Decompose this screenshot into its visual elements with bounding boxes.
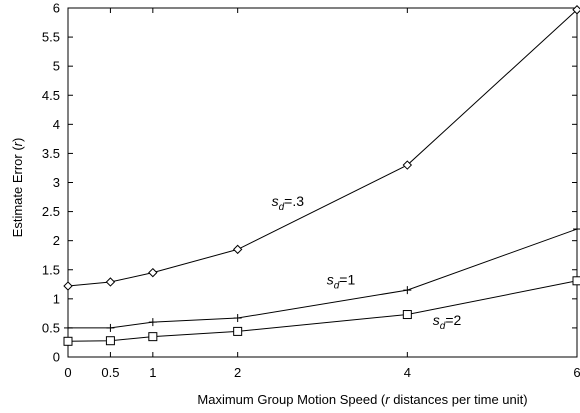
square-marker bbox=[572, 276, 580, 286]
series-label-value: =1 bbox=[339, 271, 355, 287]
series-label-subscript: d bbox=[440, 321, 446, 332]
series-label-subscript: d bbox=[279, 202, 285, 213]
y-tick-label: 0 bbox=[53, 350, 60, 365]
x-tick-label: 0 bbox=[64, 365, 71, 380]
series-sd-1: sd=1 bbox=[64, 225, 580, 332]
y-tick-label: 2.5 bbox=[42, 204, 60, 219]
series-label-value: =2 bbox=[445, 312, 461, 328]
y-tick-label: 6 bbox=[53, 1, 60, 16]
plus-marker bbox=[106, 323, 115, 332]
series-label: sd=1 bbox=[327, 271, 356, 291]
series-line bbox=[67, 9, 578, 287]
diamond-marker bbox=[402, 160, 413, 170]
x-tick-label: 0.5 bbox=[101, 365, 119, 380]
series-label: sd=.3 bbox=[272, 193, 305, 213]
y-axis-label-part: Estimate Error ( bbox=[10, 146, 25, 238]
series-label-value: =.3 bbox=[284, 193, 304, 209]
plus-marker bbox=[64, 323, 72, 332]
series-line bbox=[67, 280, 578, 342]
plot-frame bbox=[67, 7, 578, 358]
series-label-symbol: s bbox=[272, 193, 279, 209]
series-line bbox=[68, 228, 578, 329]
series-label: sd=2 bbox=[433, 312, 462, 332]
plus-marker bbox=[403, 286, 412, 295]
square-marker bbox=[63, 336, 73, 346]
y-tick-label: 0.5 bbox=[42, 320, 60, 335]
y-axis-label: Estimate Error (r) bbox=[10, 138, 25, 238]
y-tick-label: 1.5 bbox=[42, 262, 60, 277]
plus-marker bbox=[573, 225, 580, 234]
plus-marker bbox=[148, 318, 157, 327]
y-tick-label: 5.5 bbox=[42, 30, 60, 45]
square-marker bbox=[105, 336, 115, 346]
diamond-marker bbox=[63, 281, 73, 291]
axis-ticks: 0 0.5 1 1.5 2 2.5 3 3.5 4 4.5 5 5.5 6 0 0.5 1 2 4 6 bbox=[42, 1, 580, 381]
x-tick-label: 2 bbox=[234, 365, 241, 380]
x-tick-label: 4 bbox=[404, 365, 411, 380]
y-tick-label: 2 bbox=[53, 233, 60, 248]
y-tick-label: 3.5 bbox=[42, 146, 60, 161]
y-axis-label-part: ) bbox=[10, 138, 25, 142]
y-tick-label: 4 bbox=[53, 117, 60, 132]
y-tick-label: 3 bbox=[53, 175, 60, 190]
series-sd-2: sd=2 bbox=[63, 276, 580, 346]
diamond-marker bbox=[232, 244, 243, 255]
y-tick-label: 5 bbox=[53, 59, 60, 74]
series-sd-0.3: sd=.3 bbox=[63, 5, 580, 291]
square-marker bbox=[233, 326, 243, 336]
series-label-symbol: s bbox=[433, 312, 440, 328]
series-label-symbol: s bbox=[327, 271, 334, 287]
y-tick-label: 4.5 bbox=[42, 88, 60, 103]
series-group: sd=.3sd=1sd=2 bbox=[63, 5, 580, 346]
diamond-marker bbox=[148, 267, 158, 278]
x-tick-label: 6 bbox=[573, 365, 580, 380]
diamond-marker bbox=[105, 277, 116, 287]
y-tick-label: 1 bbox=[53, 291, 60, 306]
square-marker bbox=[402, 310, 412, 320]
x-axis-label-part: Maximum Group Motion Speed ( bbox=[197, 392, 386, 407]
y-axis-label-part: r bbox=[10, 141, 25, 146]
x-axis-label-part: r bbox=[385, 392, 390, 407]
plus-marker bbox=[233, 314, 242, 323]
x-axis-label-part: distances per time unit) bbox=[390, 392, 528, 407]
x-tick-label: 1 bbox=[149, 365, 156, 380]
series-label-subscript: d bbox=[334, 280, 340, 291]
x-axis-label: Maximum Group Motion Speed (r distances … bbox=[197, 392, 527, 407]
square-marker bbox=[148, 332, 158, 342]
